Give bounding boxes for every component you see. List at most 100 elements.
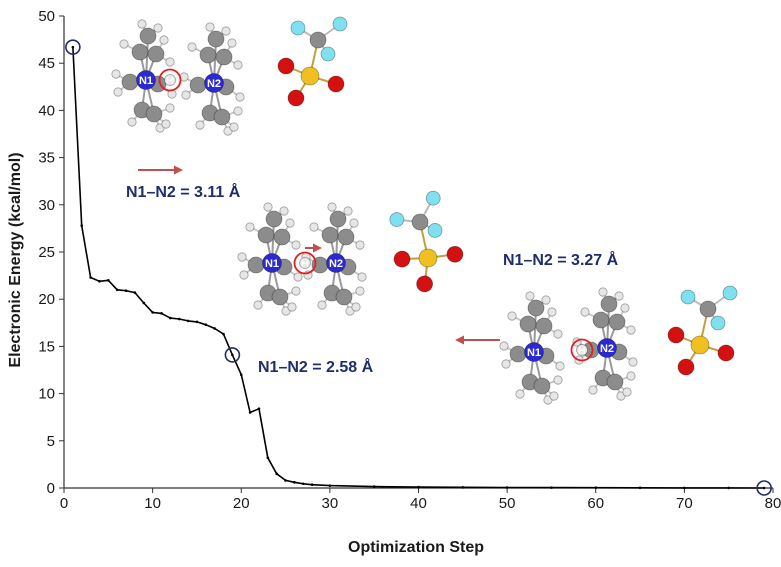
carbon-atom (247, 256, 265, 274)
data-point (461, 486, 465, 489)
data-point (727, 486, 730, 490)
data-point (550, 486, 553, 489)
nitrogen-atom (326, 253, 346, 273)
hydrogen-atom (580, 307, 590, 317)
carbon-atom (606, 373, 624, 391)
proton-atom (299, 257, 311, 269)
y-tick-label: 20 (38, 291, 55, 308)
hydrogen-atom (555, 361, 565, 371)
hydrogen-atom (351, 302, 361, 312)
highlight-marker-1 (65, 39, 81, 55)
series-line-0 (72, 47, 765, 489)
carbon-atom (337, 228, 355, 246)
hydrogen-atom (279, 206, 289, 216)
carbon-atom (321, 226, 339, 244)
data-point (257, 407, 261, 411)
y-tick-label: 45 (38, 55, 55, 72)
nitrogen-label: N1 (265, 258, 279, 270)
carbon-atom (271, 288, 289, 306)
carbon-atom (335, 288, 353, 306)
nitrogen-label: N2 (329, 258, 343, 270)
proton-atom (164, 74, 176, 86)
carbon-atom (533, 377, 551, 395)
y-tick-label: 30 (38, 197, 55, 214)
hydrogen-atom (614, 291, 624, 301)
data-point (762, 486, 766, 490)
proton-label: H (578, 345, 586, 357)
data-point (328, 484, 332, 487)
nitrogen-atom (136, 70, 156, 90)
highlight-marker-2 (224, 347, 241, 363)
hydrogen-atom (237, 252, 247, 262)
oxygen-atom (287, 89, 305, 107)
carbon-atom (199, 46, 217, 64)
hydrogen-atom (245, 222, 255, 232)
data-point (115, 288, 119, 292)
data-point (594, 486, 598, 490)
hydrogen-atom (165, 57, 175, 67)
arrow-head (313, 243, 322, 253)
fluorine-atom (427, 223, 443, 238)
triflate-anion (277, 16, 348, 107)
hydrogen-atom (291, 240, 301, 250)
proton-ring (570, 338, 594, 362)
hydrogen-atom (227, 38, 237, 48)
carbon-atom (213, 108, 231, 126)
carbon-atom (509, 345, 527, 363)
fluorine-atom (680, 289, 696, 305)
hydrogen-atom (588, 385, 598, 395)
data-point (275, 472, 279, 476)
molecule-group-initial: N1 N2 H (111, 16, 348, 175)
hydrogen-atom (221, 26, 231, 36)
hydrogen-atom (181, 90, 191, 100)
carbon-atom (257, 226, 275, 244)
hydrogen-atom (343, 206, 353, 216)
data-point (310, 483, 314, 486)
fluorine-atom (389, 212, 405, 227)
oxygen-atom (677, 358, 695, 376)
nitrogen-atom (597, 338, 617, 358)
x-tick-label: 0 (60, 495, 68, 512)
carbon-atom (699, 300, 717, 318)
data-point (89, 276, 92, 279)
hydrogen-atom (553, 375, 563, 385)
carbon-atom (411, 213, 429, 231)
sulfur-atom (690, 335, 710, 355)
nitrogen-atom (524, 342, 544, 362)
hydrogen-atom (345, 306, 355, 316)
data-point (186, 319, 190, 323)
carbon-atom (139, 27, 157, 45)
y-axis-title: Electronic Energy (kcal/mol) (7, 152, 24, 367)
hydrogen-atom (153, 23, 163, 33)
data-point (142, 301, 146, 305)
sulfur-atom (418, 248, 438, 268)
carbon-atom (519, 315, 537, 333)
y-tick-label: 5 (47, 433, 55, 450)
labels-layer: Electronic Energy (kcal/mol) Optimizatio… (7, 152, 619, 556)
nitrogen-atom (262, 253, 282, 273)
hydrogen-atom (165, 103, 175, 113)
carbon-atom (131, 43, 149, 61)
data-point (151, 311, 154, 314)
carbon-atom (600, 295, 618, 313)
hydrogen-atom (233, 60, 243, 70)
data-point (195, 320, 199, 324)
hydrogen-atom (355, 286, 365, 296)
hydrogen-atom (355, 240, 365, 250)
carbon-atom (329, 210, 347, 228)
hydrogen-atom (293, 272, 303, 282)
axes-layer: 0 10 20 30 40 50 60 70 80 0 5 10 15 20 25 30 35 40 45 50 (38, 8, 781, 512)
hydrogen-atom (616, 391, 626, 401)
y-tick-label: 10 (38, 386, 55, 403)
y-tick-label: 15 (38, 338, 55, 355)
molecule-group-middle: N1 N2 H (237, 190, 464, 316)
data-point (124, 289, 128, 293)
carbon-atom (309, 31, 327, 49)
x-tick-label: 40 (410, 495, 427, 512)
fluorine-atom (710, 315, 726, 331)
carbon-atom (189, 76, 207, 94)
carbon-atom (535, 317, 553, 335)
triflate-anion (389, 190, 464, 293)
